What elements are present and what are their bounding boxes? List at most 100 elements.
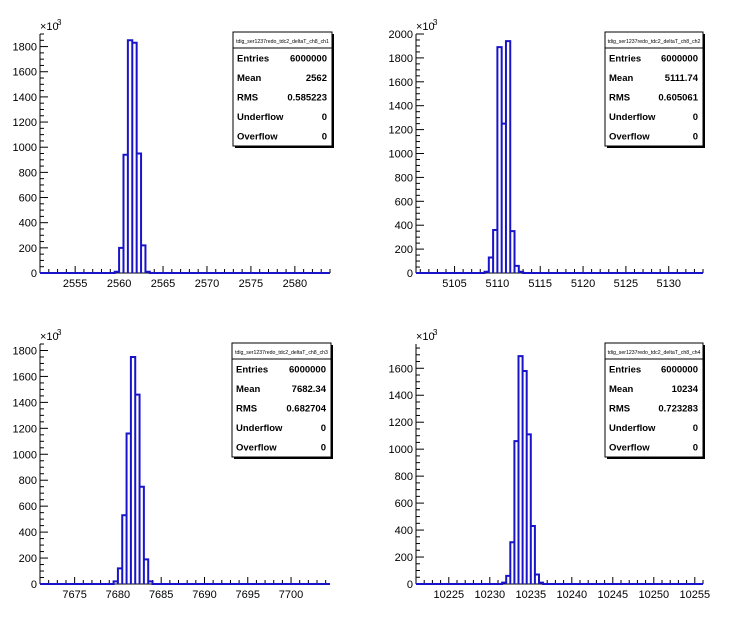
histogram-panel-1: 2555 2560 2565 2570 2575 2580 0 200 400 600 800 100… bbox=[13, 18, 334, 290]
x-tick-label: 10245 bbox=[598, 589, 629, 601]
x-tick-label: 10235 bbox=[516, 589, 547, 601]
x-tick-label: 5130 bbox=[656, 278, 680, 290]
y-tick-label: 1200 bbox=[389, 125, 413, 137]
x-tick-label: 7680 bbox=[106, 589, 130, 601]
stats-row-value: 6000000 bbox=[661, 53, 698, 64]
x-tick-label: 5120 bbox=[571, 278, 595, 290]
axis-exponent-label: ×10 bbox=[416, 21, 435, 33]
x-tick-label: 10255 bbox=[680, 589, 711, 601]
y-tick-label: 0 bbox=[407, 579, 413, 591]
axis-exponent-power: 3 bbox=[433, 18, 438, 27]
y-tick-label: 200 bbox=[395, 244, 413, 256]
y-tick-label: 200 bbox=[395, 552, 413, 564]
y-tick-label: 1000 bbox=[389, 444, 413, 456]
axis-exponent-label: ×10 bbox=[40, 331, 59, 343]
stats-row-value: 0 bbox=[693, 423, 698, 434]
stats-row-label: Entries bbox=[236, 364, 268, 375]
stats-row-value: 0.723283 bbox=[658, 404, 698, 415]
y-tick-label: 1600 bbox=[13, 67, 37, 79]
histogram-line bbox=[40, 39, 330, 274]
x-tick-label: 7700 bbox=[279, 589, 303, 601]
y-tick-label: 600 bbox=[395, 196, 413, 208]
histogram-panel-3: 7675 7680 7685 7690 7695 7700 0 200 400 600 800 100… bbox=[13, 328, 333, 601]
y-tick-label: 1200 bbox=[13, 117, 37, 129]
stats-row-label: Mean bbox=[609, 384, 633, 395]
y-tick-label: 600 bbox=[19, 193, 37, 205]
stats-row-value: 0 bbox=[693, 132, 698, 143]
stats-row-value: 2562 bbox=[306, 73, 327, 84]
y-tick-label: 1600 bbox=[389, 77, 413, 89]
y-tick-label: 1400 bbox=[389, 390, 413, 402]
y-tick-label: 1800 bbox=[389, 53, 413, 65]
stats-row-value: 0 bbox=[693, 443, 698, 454]
y-tick-label: 400 bbox=[395, 525, 413, 537]
x-tick-label: 2570 bbox=[195, 278, 219, 290]
stats-row-value: 5111.74 bbox=[665, 73, 699, 84]
x-tick-label: 2575 bbox=[239, 278, 263, 290]
y-tick-label: 1600 bbox=[13, 371, 37, 383]
stats-box: tdig_ser1237redo_tdc2_deltaT_ch8_ch2 Entr… bbox=[604, 31, 705, 148]
x-tick-label: 5125 bbox=[614, 278, 638, 290]
histogram-panel-2: 5105 5110 5115 5120 5125 5130 0 200 400 600 800 100… bbox=[389, 18, 705, 290]
stats-title: tdig_ser1237redo_tdc2_deltaT_ch8_ch2 bbox=[608, 39, 701, 45]
y-tick-label: 400 bbox=[19, 218, 37, 230]
stats-row-value: 0 bbox=[693, 112, 698, 123]
stats-row-label: Underflow bbox=[236, 423, 283, 434]
axis-exponent-power: 3 bbox=[433, 328, 438, 337]
x-tick-label: 10250 bbox=[639, 589, 670, 601]
x-tick-label: 7690 bbox=[192, 589, 216, 601]
y-tick-label: 1600 bbox=[389, 363, 413, 375]
y-tick-label: 600 bbox=[19, 501, 37, 513]
x-tick-label: 10225 bbox=[434, 589, 465, 601]
x-tick-label: 2555 bbox=[63, 278, 87, 290]
y-tick-label: 1000 bbox=[13, 449, 37, 461]
axis-exponent-power: 3 bbox=[57, 18, 62, 27]
x-tick-label: 7675 bbox=[62, 589, 86, 601]
stats-row-label: Overflow bbox=[237, 132, 278, 143]
y-tick-label: 1800 bbox=[13, 345, 37, 357]
y-tick-label: 1400 bbox=[13, 92, 37, 104]
stats-row-value: 6000000 bbox=[661, 364, 698, 375]
histogram-line bbox=[40, 355, 330, 585]
y-tick-label: 800 bbox=[19, 167, 37, 179]
y-tick-label: 600 bbox=[395, 498, 413, 510]
y-tick-label: 800 bbox=[395, 172, 413, 184]
histogram-line bbox=[416, 355, 703, 585]
y-tick-label: 400 bbox=[395, 220, 413, 232]
stats-row-value: 0 bbox=[322, 132, 327, 143]
stats-title: tdig_ser1237redo_tdc2_deltaT_ch8_ch1 bbox=[236, 39, 329, 45]
stats-row-label: Overflow bbox=[236, 443, 277, 454]
axis-exponent-label: ×10 bbox=[40, 21, 59, 33]
y-tick-label: 200 bbox=[19, 553, 37, 565]
stats-row-label: Entries bbox=[609, 364, 641, 375]
y-tick-label: 0 bbox=[31, 268, 37, 280]
stats-row-label: Underflow bbox=[237, 112, 284, 123]
stats-row-label: Underflow bbox=[609, 423, 656, 434]
stats-row-label: RMS bbox=[237, 93, 258, 104]
stats-row-label: Mean bbox=[237, 73, 261, 84]
x-tick-label: 5115 bbox=[528, 278, 552, 290]
y-tick-label: 0 bbox=[407, 268, 413, 280]
y-tick-label: 800 bbox=[19, 475, 37, 487]
x-tick-label: 7685 bbox=[149, 589, 173, 601]
x-tick-label: 2560 bbox=[107, 278, 131, 290]
stats-box-frame bbox=[231, 342, 332, 458]
x-tick-label: 10240 bbox=[557, 589, 588, 601]
stats-box: tdig_ser1237redo_tdc2_deltaT_ch8_ch1 Entr… bbox=[232, 31, 334, 148]
y-tick-label: 200 bbox=[19, 243, 37, 255]
y-tick-label: 1800 bbox=[13, 42, 37, 54]
x-tick-label: 5105 bbox=[442, 278, 466, 290]
stats-row-label: Mean bbox=[609, 73, 633, 84]
stats-row-value: 0.682704 bbox=[286, 404, 326, 415]
y-tick-label: 1400 bbox=[13, 397, 37, 409]
y-tick-label: 1000 bbox=[389, 149, 413, 161]
stats-row-label: Overflow bbox=[609, 132, 650, 143]
x-tick-label: 10230 bbox=[475, 589, 506, 601]
stats-box-frame bbox=[232, 31, 333, 147]
stats-row-value: 0.605061 bbox=[658, 93, 698, 104]
stats-box-frame bbox=[604, 342, 704, 458]
stats-row-label: Underflow bbox=[609, 112, 656, 123]
stats-row-label: Entries bbox=[609, 53, 641, 64]
stats-row-label: RMS bbox=[609, 93, 630, 104]
